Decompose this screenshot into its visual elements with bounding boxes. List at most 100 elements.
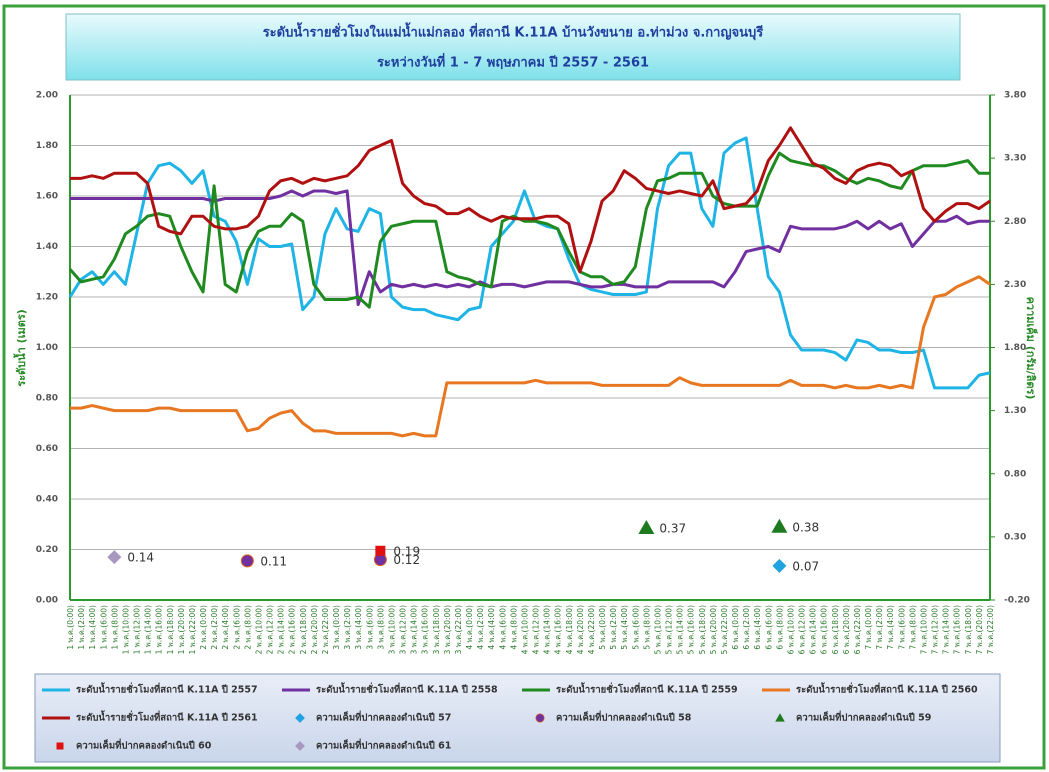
x-tick-label: 2 พ.ค.(8:00): [243, 605, 252, 650]
y-tick-label: 1.40: [36, 242, 58, 252]
x-tick-label: 5 พ.ค.(0:00): [598, 605, 607, 650]
x-tick-label: 6 พ.ค.(14:00): [809, 605, 818, 654]
x-tick-label: 6 พ.ค.(16:00): [820, 605, 829, 654]
x-tick-label: 1 พ.ค.(6:00): [99, 605, 108, 650]
legend-label: ระดับน้ำรายชั่วโมงที่สถานี K.11A ปี 2558: [316, 682, 498, 696]
x-tick-label: 6 พ.ค.(20:00): [842, 605, 851, 654]
x-tick-label: 6 พ.ค.(6:00): [764, 605, 773, 650]
x-tick-label: 4 พ.ค.(18:00): [565, 605, 574, 654]
value-label: 0.12: [393, 553, 420, 567]
x-tick-label: 2 พ.ค.(18:00): [299, 605, 308, 654]
x-tick-label: 5 พ.ค.(2:00): [609, 605, 618, 650]
y2-tick-label: 3.30: [1004, 154, 1026, 164]
x-tick-label: 3 พ.ค.(2:00): [343, 605, 352, 650]
value-label: 0.38: [792, 520, 819, 534]
y-axis-label: ระดับน้ำ (เมตร): [13, 309, 28, 387]
x-tick-label: 2 พ.ค.(12:00): [266, 605, 275, 654]
x-tick-label: 1 พ.ค.(18:00): [166, 605, 175, 654]
x-tick-label: 7 พ.ค.(2:00): [875, 605, 884, 650]
legend-label: ความเค็มที่ปากคลองดำเนินปี 61: [316, 738, 451, 752]
x-tick-label: 6 พ.ค.(12:00): [798, 605, 807, 654]
x-tick-label: 7 พ.ค.(18:00): [964, 605, 973, 654]
x-tick-label: 3 พ.ค.(22:00): [454, 605, 463, 654]
y2-tick-label: 2.30: [1004, 280, 1026, 290]
data-line: [68, 136, 991, 390]
legend-label: ความเค็มที่ปากคลองดำเนินปี 59: [796, 710, 931, 724]
y-tick-label: 0.80: [36, 394, 58, 404]
value-label: 0.14: [127, 551, 154, 565]
x-tick-label: 3 พ.ค.(8:00): [376, 605, 385, 650]
x-tick-label: 4 พ.ค.(12:00): [532, 605, 541, 654]
y2-tick-label: 3.80: [1004, 91, 1026, 101]
data-line: [68, 151, 990, 309]
x-tick-label: 4 พ.ค.(0:00): [465, 605, 474, 650]
x-tick-label: 3 พ.ค.(4:00): [354, 605, 363, 650]
x-tick-label: 3 พ.ค.(18:00): [432, 605, 441, 654]
x-tick-label: 1 พ.ค.(2:00): [77, 605, 86, 650]
x-tick-label: 4 พ.ค.(10:00): [520, 605, 529, 654]
y-tick-label: 0.00: [36, 596, 58, 606]
x-tick-label: 2 พ.ค.(6:00): [232, 605, 241, 650]
legend-swatch: [775, 713, 785, 722]
marker: [375, 545, 386, 556]
x-tick-label: 7 พ.ค.(8:00): [908, 605, 917, 650]
chart-subtitle: ระหว่างวันที่ 1 - 7 พฤษภาคม ปี 2557 - 25…: [377, 53, 649, 71]
x-tick-label: 7 พ.ค.(22:00): [986, 605, 995, 654]
marker: [638, 520, 655, 535]
y-tick-label: 2.00: [36, 91, 58, 101]
x-tick-label: 2 พ.ค.(0:00): [199, 605, 208, 650]
x-tick-label: 7 พ.ค.(12:00): [931, 605, 940, 654]
x-tick-label: 5 พ.ค.(12:00): [665, 605, 674, 654]
marker: [772, 558, 787, 573]
x-tick-label: 7 พ.ค.(0:00): [864, 605, 873, 650]
x-tick-label: 6 พ.ค.(10:00): [786, 605, 795, 654]
x-tick-label: 5 พ.ค.(16:00): [687, 605, 696, 654]
x-tick-label: 1 พ.ค.(4:00): [88, 605, 97, 650]
chart-title: ระดับน้ำรายชั่วโมงในแม่น้ำแม่กลอง ที่สถา…: [263, 22, 764, 41]
x-tick-label: 1 พ.ค.(0:00): [66, 605, 75, 650]
x-tick-label: 3 พ.ค.(14:00): [410, 605, 419, 654]
y2-tick-label: 0.80: [1004, 469, 1026, 479]
x-tick-label: 4 พ.ค.(16:00): [554, 605, 563, 654]
y2-axis-label: ความเค็ม (กรัม/ลิตร): [1024, 297, 1038, 400]
y2-tick-label: 0.30: [1004, 532, 1026, 542]
x-tick-label: 7 พ.ค.(16:00): [953, 605, 962, 654]
x-tick-label: 5 พ.ค.(10:00): [653, 605, 662, 654]
x-tick-label: 6 พ.ค.(0:00): [731, 605, 740, 650]
y-tick-label: 0.60: [36, 444, 58, 454]
x-tick-label: 4 พ.ค.(2:00): [476, 605, 485, 650]
x-tick-label: 4 พ.ค.(22:00): [587, 605, 596, 654]
x-tick-label: 5 พ.ค.(20:00): [709, 605, 718, 654]
x-tick-label: 4 พ.ค.(14:00): [543, 605, 552, 654]
value-label: 0.07: [792, 559, 819, 573]
x-tick-label: 5 พ.ค.(6:00): [631, 605, 640, 650]
x-tick-label: 2 พ.ค.(10:00): [254, 605, 263, 654]
x-tick-label: 5 พ.ค.(14:00): [676, 605, 685, 654]
y-tick-label: 1.20: [36, 293, 58, 303]
marker: [240, 554, 254, 568]
y2-tick-label: 1.80: [1004, 343, 1026, 353]
x-tick-label: 5 พ.ค.(8:00): [642, 605, 651, 650]
x-tick-label: 2 พ.ค.(16:00): [288, 605, 297, 654]
data-line: [70, 126, 991, 274]
marker: [107, 550, 122, 565]
x-tick-label: 1 พ.ค.(12:00): [133, 605, 142, 654]
value-label: 0.19: [393, 544, 420, 558]
legend-label: ระดับน้ำรายชั่วโมงที่สถานี K.11A ปี 2559: [556, 682, 738, 696]
x-tick-label: 1 พ.ค.(22:00): [188, 605, 197, 654]
y-tick-label: 0.40: [36, 495, 58, 505]
legend-label: ความเค็มที่ปากคลองดำเนินปี 60: [76, 738, 212, 752]
y-tick-label: 1.60: [36, 192, 58, 202]
x-tick-label: 4 พ.ค.(8:00): [509, 605, 518, 650]
y2-tick-label: 1.30: [1004, 406, 1026, 416]
legend-swatch: [56, 742, 64, 750]
x-tick-label: 3 พ.ค.(0:00): [332, 605, 341, 650]
legend-label: ความเค็มที่ปากคลองดำเนินปี 57: [316, 710, 451, 724]
marker: [771, 518, 788, 533]
legend-label: ความเค็มที่ปากคลองดำเนินปี 58: [556, 710, 692, 724]
x-tick-label: 6 พ.ค.(2:00): [742, 605, 751, 650]
x-tick-label: 3 พ.ค.(20:00): [443, 605, 452, 654]
x-tick-label: 3 พ.ค.(16:00): [421, 605, 430, 654]
x-tick-label: 3 พ.ค.(10:00): [387, 605, 396, 654]
x-tick-label: 4 พ.ค.(4:00): [487, 605, 496, 650]
